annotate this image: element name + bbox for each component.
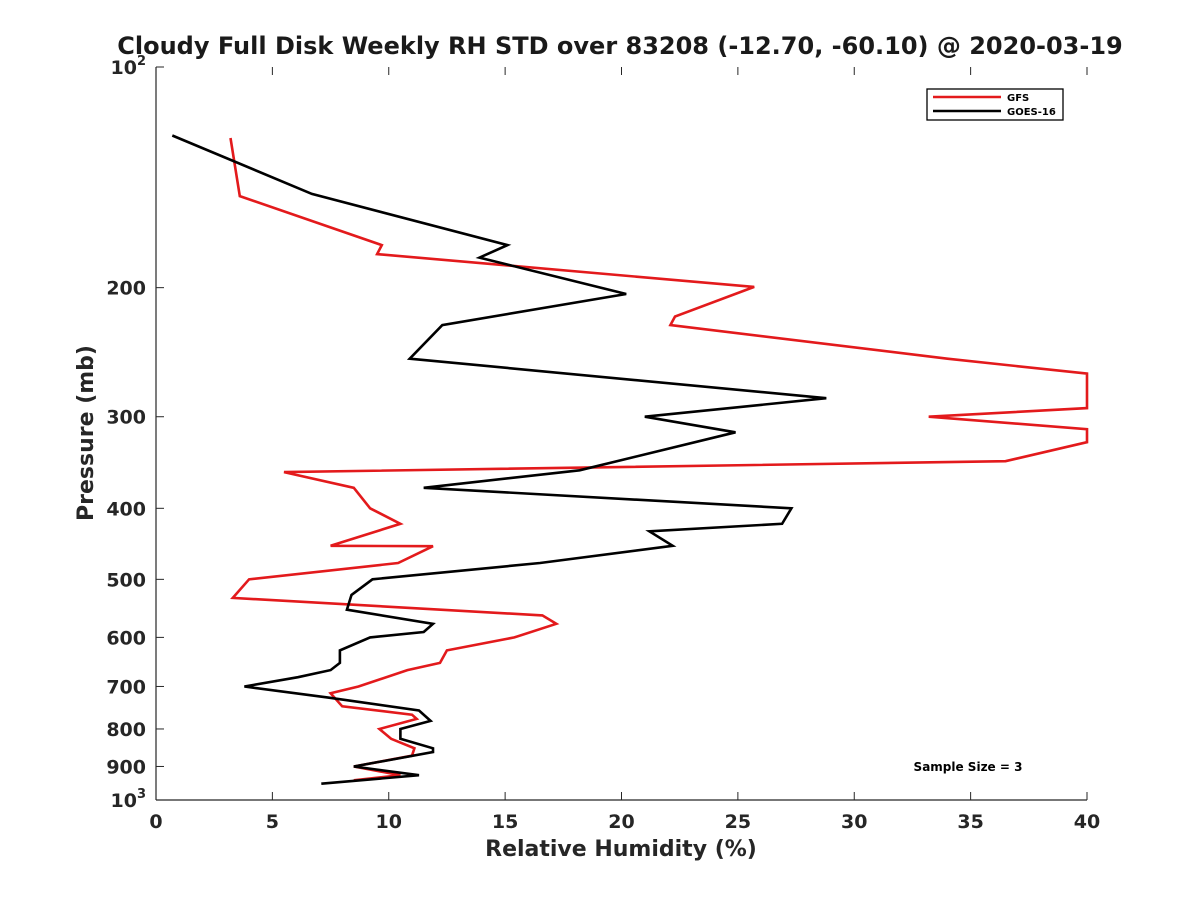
legend: GFS GOES-16 [926,88,1064,121]
y-tick-label: 700 [106,676,146,698]
series-line-goes16 [171,134,827,785]
x-tick-label: 25 [725,811,751,833]
series-layer [171,134,1089,785]
chart-title: Cloudy Full Disk Weekly RH STD over 8320… [117,32,1123,60]
x-tick-label: 40 [1074,811,1100,833]
y-tick-label: 102 [111,54,147,79]
x-ticks: 0 5 10 15 20 25 30 35 40 [149,67,1100,833]
x-tick-label: 15 [492,811,518,833]
x-axis-label: Relative Humidity (%) [485,837,757,862]
y-axis-label: Pressure (mb) [74,345,99,521]
legend-label-gfs: GFS [1007,93,1029,104]
x-tick-label: 0 [149,811,162,833]
y-tick-label: 500 [106,569,146,591]
x-tick-label: 30 [841,811,867,833]
plot-area: 0 5 10 15 20 25 30 35 40 102 200 300 400 500 600 700 80… [106,54,1100,833]
y-tick-label: 400 [106,498,146,520]
y-tick-label: 600 [106,627,146,649]
y-tick-label: 300 [106,407,146,429]
x-tick-label: 5 [266,811,279,833]
x-tick-label: 10 [376,811,402,833]
sample-size-annotation: Sample Size = 3 [914,760,1023,774]
x-tick-label: 20 [608,811,634,833]
legend-box [926,88,1064,121]
y-tick-label: 900 [106,756,146,778]
series-line-gfs [229,137,1089,782]
y-tick-label: 800 [106,719,146,741]
y-ticks: 102 200 300 400 500 600 700 800 900 103 [106,54,164,812]
x-tick-label: 35 [957,811,983,833]
y-tick-label: 200 [106,278,146,300]
y-tick-label: 103 [111,787,147,812]
legend-label-goes16: GOES-16 [1007,107,1056,118]
